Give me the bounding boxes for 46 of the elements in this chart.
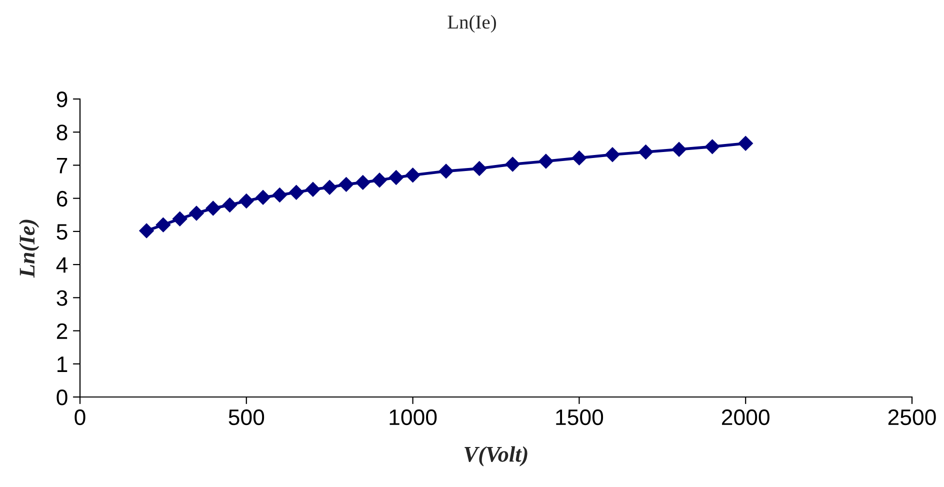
point	[388, 170, 404, 185]
chart-title: Ln(Ie)	[448, 15, 496, 33]
point	[322, 180, 337, 195]
y-tick-label: 9	[56, 92, 68, 108]
point	[704, 139, 720, 154]
point	[156, 217, 171, 232]
point	[638, 144, 654, 160]
point	[372, 172, 387, 188]
x-tick-label: 1000	[390, 409, 437, 426]
point	[206, 200, 221, 216]
y-tick-label: 8	[56, 124, 68, 140]
point	[288, 184, 304, 200]
y-tick-label: 5	[56, 224, 68, 240]
point	[405, 168, 420, 183]
point	[355, 175, 370, 190]
y-tick-label: 2	[56, 323, 68, 339]
point	[572, 150, 587, 166]
y-tick-label: 1	[58, 356, 68, 372]
x-axis-title: V(Volt)	[464, 446, 528, 466]
point	[438, 164, 454, 179]
point	[672, 142, 686, 157]
x-tick-label: 2000	[722, 409, 770, 426]
point	[272, 188, 288, 202]
y-tick-label: 3	[56, 290, 68, 306]
x-tick-label: 1500	[556, 409, 604, 426]
point	[172, 211, 188, 226]
point	[306, 182, 320, 197]
point	[256, 190, 270, 205]
point	[189, 206, 204, 221]
y-tick-label: 4	[56, 257, 68, 273]
point	[239, 194, 254, 208]
point	[505, 156, 520, 172]
point	[338, 177, 354, 192]
y-tick-label: 7	[56, 158, 68, 174]
y-tick-label: 6	[56, 190, 68, 207]
point	[605, 147, 620, 162]
point	[222, 198, 238, 212]
point	[139, 223, 154, 238]
point	[538, 154, 554, 169]
point	[738, 136, 753, 151]
x-tick-label: 500	[228, 409, 264, 426]
y-axis-title: Ln(Ie)	[19, 220, 40, 278]
point	[472, 161, 487, 176]
y-tick-label: 0	[56, 390, 68, 406]
x-tick-label: 0	[74, 409, 86, 426]
x-tick-label: 2500	[888, 409, 936, 426]
